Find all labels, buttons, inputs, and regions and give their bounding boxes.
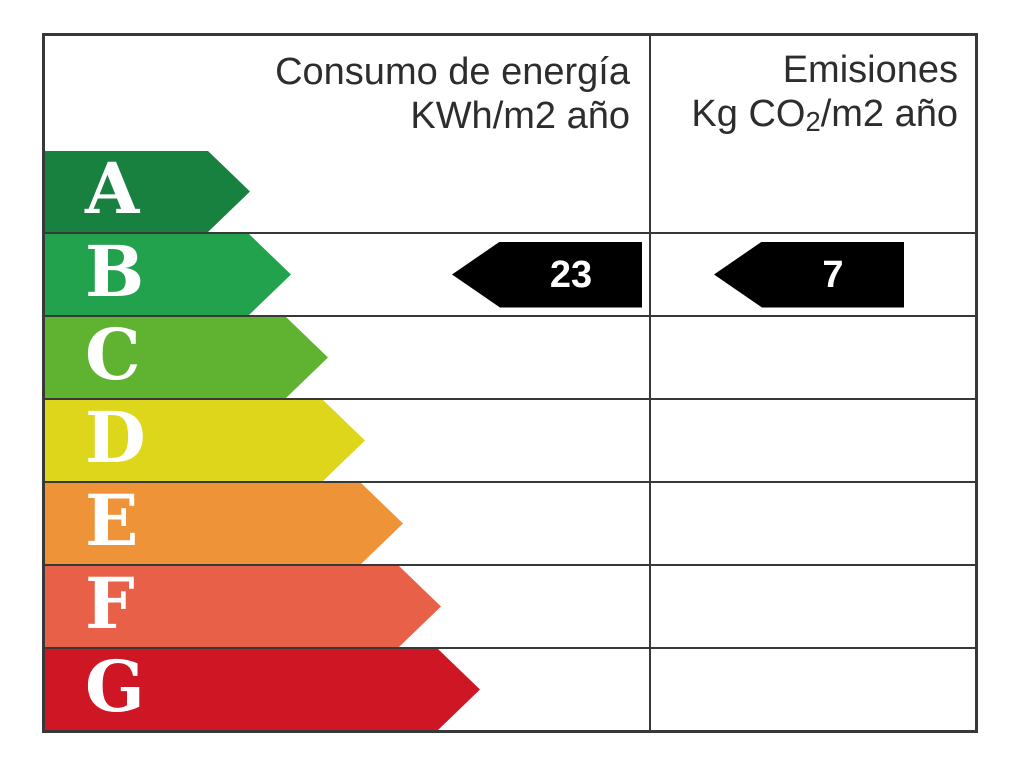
rating-row-g: G (45, 647, 975, 730)
rating-letter-c: C (85, 312, 141, 396)
rating-letter-e: E (85, 478, 139, 562)
energy-value: 23 (549, 253, 593, 296)
rating-letter-a: A (85, 146, 140, 230)
rating-arrow-e: E (45, 483, 403, 564)
rating-arrow-f: F (45, 566, 441, 647)
rating-arrow-d: D (45, 400, 365, 481)
header-emissions-column: Emisiones Kg CO2/m2 año (649, 36, 975, 151)
energy-header-line1: Consumo de energía (275, 50, 630, 93)
energy-header-line2: KWh/m2 año (410, 94, 630, 137)
co2-subscript: 2 (805, 106, 821, 138)
rating-row-c: C (45, 315, 975, 398)
energy-value-marker: 23 (452, 241, 642, 308)
emissions-value-marker: 7 (714, 241, 904, 308)
rating-table: Consumo de energía KWh/m2 año Emisiones … (42, 33, 978, 733)
rating-arrow-g: G (45, 649, 480, 730)
rating-letter-g: G (85, 644, 145, 728)
emissions-unit-suffix: /m2 año (820, 93, 958, 135)
emissions-value: 7 (822, 253, 844, 296)
emissions-header-line1: Emisiones (782, 49, 958, 91)
table-header: Consumo de energía KWh/m2 año Emisiones … (45, 36, 975, 151)
rating-letter-f: F (85, 561, 135, 645)
rating-row-e: E (45, 481, 975, 564)
rating-arrow-c: C (45, 317, 328, 398)
rating-row-f: F (45, 564, 975, 647)
rating-arrow-a: A (45, 151, 250, 232)
rating-row-d: D (45, 398, 975, 481)
rating-row-a: A (45, 151, 975, 232)
rating-letter-b: B (85, 229, 145, 313)
rating-row-b: B 23 7 (45, 232, 975, 315)
column-divider (649, 36, 651, 730)
header-energy-column: Consumo de energía KWh/m2 año (45, 36, 649, 151)
emissions-unit-prefix: Kg CO (691, 93, 806, 135)
rating-letter-d: D (85, 395, 146, 479)
rating-arrow-b: B (45, 234, 291, 315)
emissions-header-line2: Kg CO2/m2 año (649, 92, 958, 139)
